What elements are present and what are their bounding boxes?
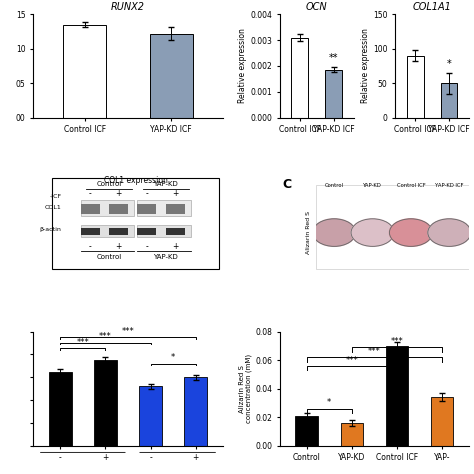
Text: +: + xyxy=(172,242,179,251)
FancyBboxPatch shape xyxy=(81,228,100,235)
Text: -: - xyxy=(89,189,91,198)
Text: +: + xyxy=(115,189,122,198)
Y-axis label: Relative expression: Relative expression xyxy=(238,28,247,103)
Bar xyxy=(341,423,363,446)
Bar xyxy=(64,25,107,118)
Text: YAP-KD ICF: YAP-KD ICF xyxy=(435,183,464,189)
Bar xyxy=(431,397,454,446)
Bar xyxy=(295,416,318,446)
Bar xyxy=(184,377,207,446)
FancyBboxPatch shape xyxy=(81,204,100,214)
Text: -: - xyxy=(146,189,148,198)
Text: Control: Control xyxy=(96,254,122,260)
Bar xyxy=(292,37,309,118)
FancyBboxPatch shape xyxy=(81,200,134,216)
Text: Control: Control xyxy=(325,183,344,189)
Circle shape xyxy=(313,219,356,246)
Text: YAP-KD: YAP-KD xyxy=(154,254,178,260)
Text: *: * xyxy=(171,354,175,363)
Text: ***: *** xyxy=(122,327,134,336)
Bar xyxy=(386,346,408,446)
Text: -ICF: -ICF xyxy=(49,194,62,199)
Title: RUNX2: RUNX2 xyxy=(111,2,145,12)
Bar xyxy=(139,386,162,446)
Text: ***: *** xyxy=(368,347,381,356)
Circle shape xyxy=(351,219,394,246)
FancyBboxPatch shape xyxy=(137,200,191,216)
Text: COL1 expression: COL1 expression xyxy=(104,176,167,185)
FancyBboxPatch shape xyxy=(137,204,156,214)
FancyBboxPatch shape xyxy=(52,178,219,269)
Circle shape xyxy=(428,219,471,246)
Text: ***: *** xyxy=(99,332,112,341)
Bar xyxy=(94,360,117,446)
FancyBboxPatch shape xyxy=(137,225,191,237)
Text: ***: *** xyxy=(76,338,89,347)
Bar xyxy=(407,55,424,118)
FancyBboxPatch shape xyxy=(166,228,185,235)
Bar xyxy=(325,70,342,118)
Text: YAP-KD: YAP-KD xyxy=(363,183,382,189)
Text: ***: *** xyxy=(346,356,358,365)
Text: **: ** xyxy=(329,53,338,63)
Bar xyxy=(440,83,457,118)
Title: COL1A1: COL1A1 xyxy=(413,2,452,12)
Text: *: * xyxy=(327,399,331,408)
Text: -: - xyxy=(146,242,148,251)
Title: OCN: OCN xyxy=(306,2,328,12)
FancyBboxPatch shape xyxy=(81,225,134,237)
Text: ***: *** xyxy=(391,337,403,346)
FancyBboxPatch shape xyxy=(109,228,128,235)
Text: COL1: COL1 xyxy=(45,204,62,210)
Text: -: - xyxy=(89,242,91,251)
FancyBboxPatch shape xyxy=(109,204,128,214)
FancyBboxPatch shape xyxy=(166,204,185,214)
Text: *: * xyxy=(447,59,451,69)
Text: YAP-KD: YAP-KD xyxy=(154,182,178,187)
FancyBboxPatch shape xyxy=(137,228,156,235)
Y-axis label: Alizarin Red S
concentration (mM): Alizarin Red S concentration (mM) xyxy=(239,354,252,423)
Text: Alizarin Red S: Alizarin Red S xyxy=(306,211,310,254)
Bar xyxy=(49,372,72,446)
Text: β-actin: β-actin xyxy=(40,227,62,232)
FancyBboxPatch shape xyxy=(316,185,469,269)
Y-axis label: Relative expression: Relative expression xyxy=(361,28,370,103)
Bar xyxy=(149,34,192,118)
Text: +: + xyxy=(115,242,122,251)
Text: Control: Control xyxy=(96,182,122,187)
Text: +: + xyxy=(172,189,179,198)
Circle shape xyxy=(390,219,432,246)
Text: Control ICF: Control ICF xyxy=(397,183,425,189)
Text: C: C xyxy=(283,178,292,191)
